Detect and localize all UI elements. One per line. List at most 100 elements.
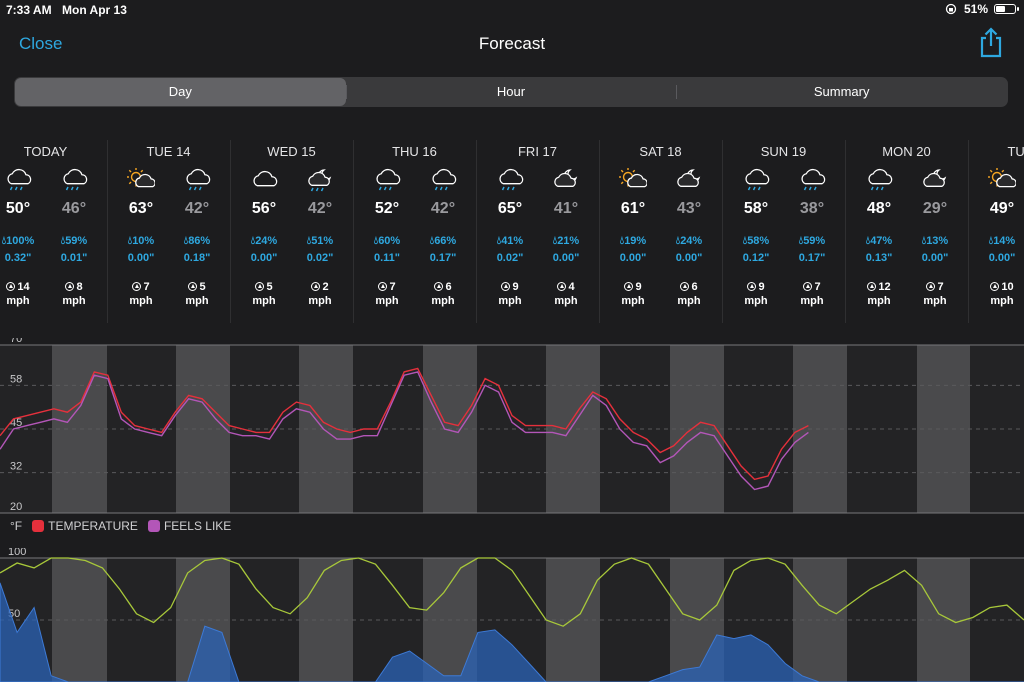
day-separator: [845, 140, 846, 323]
day-label: TUE 21: [1007, 144, 1024, 159]
wind-unit: mph: [744, 295, 768, 307]
raindrop-icon: 💧︎: [429, 235, 435, 247]
y-tick-label: 70: [10, 338, 22, 345]
day-column[interactable]: MON 20 48° 💧︎47% 0.13" 12 mph 29° 💧︎13% …: [845, 138, 968, 326]
wind-speed-value: 14: [17, 281, 30, 293]
rain-icon: [63, 168, 88, 191]
precip-chance-value: 66%: [434, 235, 457, 247]
precip-amount: 0.00": [127, 252, 155, 264]
precip-chance: 💧︎24%: [661, 235, 717, 248]
y-tick-label: 58: [10, 373, 22, 385]
precip-chance-value: 86%: [188, 235, 211, 247]
wind-speed: 4: [538, 281, 594, 293]
precip-chance-value: 24%: [255, 235, 278, 247]
view-segmented-control: Day Hour Summary: [14, 77, 1008, 107]
wind-direction-icon: [624, 282, 634, 291]
wind-unit: mph: [800, 295, 824, 307]
high-temp: 49°: [989, 200, 1015, 217]
raindrop-icon: 💧︎: [988, 235, 994, 247]
wind-speed-value: 5: [266, 281, 273, 293]
wind-speed: 10: [974, 281, 1024, 293]
wind-direction-icon: [132, 282, 142, 291]
high-temp: 52°: [374, 200, 400, 217]
rain-icon: [801, 168, 826, 191]
raindrop-icon: 💧︎: [552, 235, 558, 247]
temperature-legend: °F TEMPERATURE FEELS LIKE: [10, 518, 231, 534]
raindrop-icon: 💧︎: [865, 235, 871, 247]
day-column[interactable]: SAT 18 61° 💧︎19% 0.00" 9 mph 43° 💧︎24% 0…: [599, 138, 722, 326]
day-label: FRI 17: [517, 144, 557, 159]
wind-speed: 5: [169, 281, 225, 293]
battery-percent: 51%: [963, 2, 988, 16]
day-column[interactable]: TODAY 50° 💧︎100% 0.32" 14 mph 46° 💧︎59% …: [0, 138, 107, 326]
raindrop-icon: 💧︎: [496, 235, 502, 247]
precip-chance: 💧︎41%: [482, 235, 538, 248]
tab-summary[interactable]: Summary: [676, 78, 1007, 106]
day-column[interactable]: FRI 17 65° 💧︎41% 0.02" 9 mph 41° 💧︎21% 0…: [476, 138, 599, 326]
wind-unit: mph: [185, 295, 209, 307]
raindrop-icon: 💧︎: [183, 235, 189, 247]
wind-speed: 9: [728, 281, 784, 293]
wind-unit: mph: [923, 295, 947, 307]
low-temp: 29°: [922, 200, 948, 217]
precip-amount: 0.00": [988, 252, 1016, 264]
wind-unit: mph: [431, 295, 455, 307]
day-column[interactable]: WED 15 56° 💧︎24% 0.00" 5 mph 42° 💧︎51% 0…: [230, 138, 353, 326]
high-temp: 61°: [620, 200, 646, 217]
day-column[interactable]: TUE 21 49° 💧︎14% 0.00" 10 mph: [968, 138, 1024, 326]
share-icon[interactable]: [978, 26, 1004, 58]
legend-unit: °F: [10, 519, 23, 533]
wind-speed-value: 9: [512, 281, 519, 293]
wind-speed: 5: [236, 281, 292, 293]
y-tick-label: 20: [10, 501, 22, 513]
close-button[interactable]: Close: [19, 34, 63, 53]
legend-feels-like-label: FEELS LIKE: [163, 519, 232, 533]
day-separator: [107, 140, 108, 323]
wind-direction-icon: [434, 282, 444, 291]
wind-direction-icon: [747, 282, 757, 291]
wind-unit: mph: [990, 295, 1014, 307]
precip-chance: 💧︎59%: [46, 235, 102, 248]
precip-chance-value: 41%: [501, 235, 524, 247]
partly-cloudy-night-icon: [554, 169, 578, 187]
wind-speed: 9: [605, 281, 661, 293]
precip-chance: 💧︎24%: [236, 235, 292, 248]
wind-speed-value: 2: [322, 281, 329, 293]
raindrop-icon: 💧︎: [675, 235, 681, 247]
high-temp: 63°: [128, 200, 154, 217]
wind-speed-value: 5: [199, 281, 206, 293]
day-label: WED 15: [267, 144, 316, 159]
low-temp: 42°: [184, 200, 210, 217]
day-separator: [599, 140, 600, 323]
raindrop-icon: 💧︎: [798, 235, 804, 247]
wind-speed-value: 7: [937, 281, 944, 293]
day-column[interactable]: SUN 19 58° 💧︎58% 0.12" 9 mph 38° 💧︎59% 0…: [722, 138, 845, 326]
wind-direction-icon: [65, 282, 75, 291]
status-bar: 7:33 AM Mon Apr 13 51%: [0, 0, 1024, 20]
daily-forecast-strip[interactable]: TODAY 50° 💧︎100% 0.32" 14 mph 46° 💧︎59% …: [0, 138, 1024, 326]
wind-speed: 9: [482, 281, 538, 293]
partly-sunny-icon: [619, 168, 647, 188]
wind-direction-icon: [188, 282, 198, 291]
rain-icon: [499, 168, 524, 191]
tab-hour[interactable]: Hour: [345, 78, 677, 106]
precip-chance-value: 14%: [993, 235, 1016, 247]
precip-amount: 0.32": [4, 252, 32, 264]
precip-amount: 0.00": [619, 252, 647, 264]
precip-amount: 0.00": [250, 252, 278, 264]
status-date: Mon Apr 13: [62, 3, 127, 17]
precip-chance: 💧︎100%: [0, 235, 46, 248]
precip-chance: 💧︎13%: [907, 235, 963, 248]
day-column[interactable]: TUE 14 63° 💧︎10% 0.00" 7 mph 42° 💧︎86% 0…: [107, 138, 230, 326]
day-label: SUN 19: [760, 144, 807, 159]
wind-direction-icon: [990, 282, 1000, 291]
precip-amount: 0.17": [798, 252, 826, 264]
wind-speed-value: 8: [76, 281, 83, 293]
tab-day[interactable]: Day: [15, 78, 346, 106]
precip-chance-value: 10%: [132, 235, 155, 247]
wind-speed: 7: [907, 281, 963, 293]
day-column[interactable]: THU 16 52° 💧︎60% 0.11" 7 mph 42° 💧︎66% 0…: [353, 138, 476, 326]
precip-chance: 💧︎21%: [538, 235, 594, 248]
wind-unit: mph: [621, 295, 645, 307]
precip-chance-value: 60%: [378, 235, 401, 247]
